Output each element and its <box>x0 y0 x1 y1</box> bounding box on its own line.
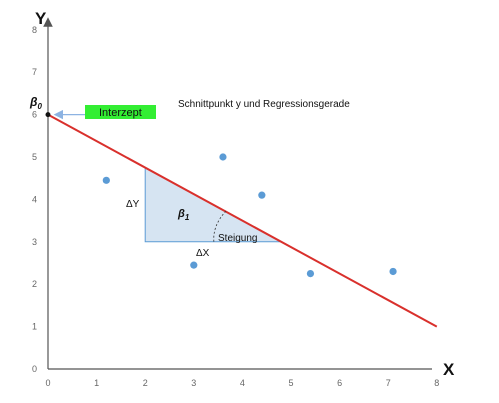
intersection-annotation: Schnittpunkt y und Regressionsgerade <box>178 99 350 110</box>
y-tick-label: 8 <box>32 25 37 35</box>
beta1-label: β1 <box>177 208 190 222</box>
beta0-label: β0 <box>29 95 42 111</box>
x-tick-label: 1 <box>94 378 99 388</box>
data-point <box>389 267 397 276</box>
y-tick-label: 4 <box>32 194 37 204</box>
delta-x-label: ΔX <box>196 248 210 259</box>
x-tick-label: 4 <box>240 378 245 388</box>
x-axis-label: X <box>443 360 455 379</box>
intercept-label: Interzept <box>99 107 142 119</box>
x-tick-label: 5 <box>288 378 293 388</box>
x-tick-label: 0 <box>45 378 50 388</box>
x-tick-label: 2 <box>143 378 148 388</box>
slope-angle-arc <box>213 210 227 244</box>
y-tick-label: 0 <box>32 364 37 374</box>
data-point <box>190 261 198 269</box>
x-tick-label: 6 <box>337 378 342 388</box>
data-point <box>306 270 315 278</box>
data-point <box>258 191 266 199</box>
y-tick-label: 3 <box>32 237 37 247</box>
y-tick-label: 1 <box>32 322 37 332</box>
y-tick-label: 6 <box>32 110 37 120</box>
data-point <box>219 153 227 161</box>
intercept-label-background <box>85 105 156 119</box>
slope-label: Steigung <box>218 233 257 244</box>
delta-y-label: ΔY <box>126 199 140 210</box>
y-axis-label: Y <box>35 9 47 28</box>
data-point <box>102 176 110 184</box>
y-tick-label: 5 <box>32 152 37 162</box>
intercept-point <box>45 112 51 118</box>
regression-line <box>47 113 438 328</box>
y-tick-label: 7 <box>32 67 37 77</box>
y-tick-label: 2 <box>32 279 37 289</box>
x-tick-label: 7 <box>386 378 391 388</box>
x-tick-label: 3 <box>191 378 196 388</box>
x-tick-label: 8 <box>434 378 439 388</box>
